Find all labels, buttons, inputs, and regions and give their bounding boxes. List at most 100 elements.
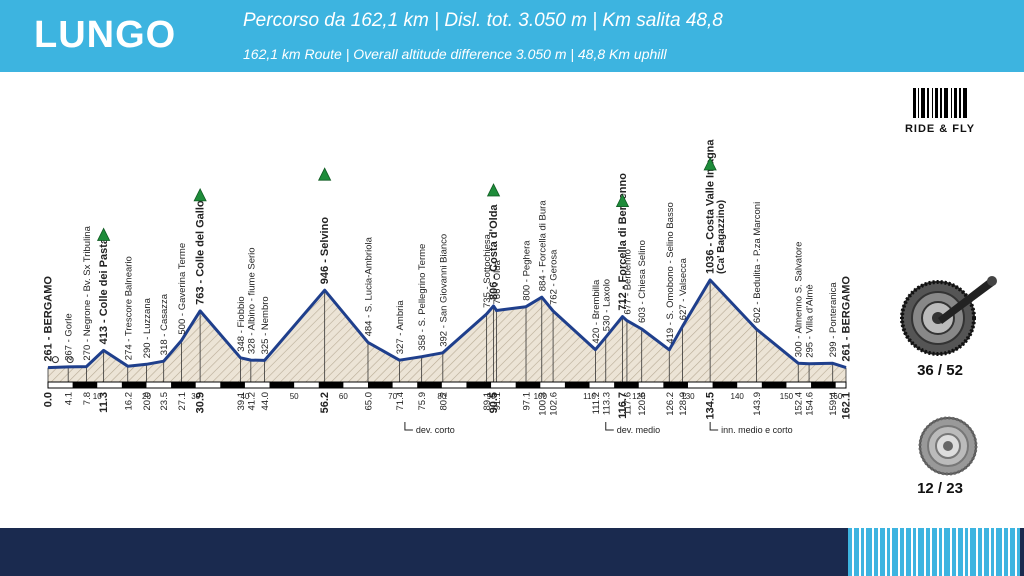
- km-scale-segment: [663, 382, 688, 388]
- waypoint-sublabel: (Ca' Bagazzino): [716, 200, 727, 274]
- waypoint-label: 530 - Laxolo: [601, 279, 612, 331]
- waypoint-label: 762 - Gerosa: [549, 249, 560, 305]
- x-tick-label: 80: [437, 392, 446, 401]
- x-tick-label: 70: [388, 392, 397, 401]
- climb-marker-icon: [486, 183, 501, 197]
- waypoint-km-label: 113.3: [601, 392, 612, 415]
- footer-stripes: [848, 528, 1024, 576]
- waypoint-km-label: 11.3: [98, 392, 110, 413]
- km-scale-segment: [761, 382, 787, 388]
- waypoint-km-label: 0.0: [43, 392, 55, 407]
- waypoint-label: 806 - Costa d'Olda: [488, 204, 500, 300]
- cassette-label: 12 / 23: [917, 480, 963, 497]
- route-title: LUNGO: [34, 14, 177, 56]
- waypoint-label: 274 - Trescore Balneario: [123, 256, 134, 360]
- waypoint-label: 766 - Olda: [492, 259, 503, 304]
- waypoint-km-label: 128.9: [678, 392, 689, 416]
- x-tick-label: 30: [191, 392, 200, 401]
- x-tick-label: 120: [632, 392, 646, 401]
- profile-line: [47, 278, 847, 370]
- waypoint-label: 358 - S. Pellegrino Terme: [417, 244, 428, 351]
- waypoint-label: 627 - Valsecca: [678, 257, 689, 320]
- waypoint-label: 677 - Berbenno: [622, 249, 633, 315]
- waypoint-km-label: 143.9: [752, 392, 763, 416]
- profile-area: [48, 280, 846, 382]
- waypoint-label: 295 - Villa d'Almè: [805, 284, 816, 357]
- km-scale-segment: [811, 382, 836, 388]
- km-scale-segment: [367, 382, 393, 388]
- waypoint-km-label: 111.2: [591, 392, 602, 414]
- waypoint-label: 602 - Bedulita - P.za Marconi: [752, 202, 763, 323]
- waypoint-km-label: 154.6: [805, 392, 816, 416]
- km-scale-segment: [564, 382, 590, 388]
- waypoint-label: 325 - Nembro: [260, 296, 271, 354]
- km-scale-segment: [121, 382, 147, 388]
- waypoint-km-label: 65.0: [364, 392, 375, 411]
- climb-marker-icon: [193, 187, 207, 202]
- waypoint-label: 763 - Colle del Gallo: [195, 200, 207, 305]
- waypoint-label: 946 - Selvino: [319, 217, 331, 285]
- waypoint-km-label: 97.1: [522, 392, 533, 411]
- waypoint-km-label: 16.2: [123, 392, 134, 411]
- bike-icon-wheel: [51, 356, 59, 364]
- waypoint-km-label: 27.1: [177, 392, 188, 411]
- waypoint-label: 270 - Negrone - Bv. Sx Tribulina: [82, 225, 93, 360]
- waypoint-km-label: 126.2: [665, 392, 676, 416]
- waypoint-km-label: 39.1: [236, 392, 247, 411]
- waypoint-km-label: 90.5: [488, 392, 500, 413]
- waypoint-label: 1036 - Costa Valle Imagna: [705, 139, 717, 274]
- waypoint-km-label: 134.5: [705, 392, 717, 420]
- climb-marker-icon: [96, 227, 111, 241]
- waypoint-label: 712 - Forcella di Berbenno: [617, 173, 629, 311]
- waypoint-km-label: 91.1: [492, 392, 503, 411]
- x-tick-label: 60: [339, 392, 348, 401]
- waypoint-label: 290 - Luzzana: [142, 297, 153, 358]
- waypoint-km-label: 75.9: [417, 392, 428, 411]
- waypoint-km-label: 152.4: [794, 392, 805, 416]
- waypoint-label: 603 - Chiesa Selino: [637, 240, 648, 323]
- km-scale-segment: [515, 382, 541, 388]
- elevation-profile-chart: 10 20 30 40 50 60 70 80 90 100 110 120 130 140 150 160 0…: [43, 139, 853, 435]
- km-scale-segment: [220, 382, 245, 388]
- x-tick-label: 110: [583, 392, 596, 401]
- brand-label: RIDE & FLY: [904, 123, 976, 135]
- deviation-label: dev. corto: [416, 425, 455, 435]
- x-tick-label: 150: [780, 392, 794, 401]
- waypoint-label: 300 - Almenno S. Salvatore: [794, 242, 805, 358]
- waypoint-label: 328 - Albino - fiume Serio: [246, 247, 257, 354]
- bike-icon-wheel: [66, 356, 74, 364]
- waypoint-label: 413 - Colle dei Pasta: [98, 237, 110, 344]
- chainring-label: 36 / 52: [917, 362, 963, 379]
- km-scale-bar: [47, 381, 847, 389]
- deviation-arrow-icon: [709, 422, 719, 431]
- waypoint-label: 267 - Gorle: [64, 313, 75, 361]
- deviation-arrow-icon: [404, 422, 413, 431]
- km-scale-segment: [614, 382, 639, 388]
- x-tick-label: 50: [290, 392, 299, 401]
- waypoint-km-label: 4.1: [64, 392, 75, 405]
- cassette-icon: [918, 416, 978, 476]
- waypoint-label: 419 - S. Omobono - Selino Basso: [665, 202, 676, 344]
- waypoint-label: 392 - San Giovanni Bianco: [438, 234, 449, 347]
- waypoint-km-label: 80.2: [438, 392, 449, 411]
- x-tick-label: 90: [487, 392, 496, 401]
- deviation-label: inn. medio e corto: [721, 425, 793, 435]
- waypoint-km-label: 120.6: [637, 392, 648, 416]
- x-tick-label: 140: [731, 392, 745, 401]
- climb-marker-icon: [318, 167, 332, 181]
- km-scale-segment: [171, 382, 196, 388]
- waypoint-km-label: 23.5: [159, 392, 170, 411]
- waypoint-km-label: 56.2: [319, 392, 331, 413]
- waypoint-km-label: 20.0: [142, 392, 153, 411]
- route-stats-english: 162,1 km Route | Overall altitude differ…: [243, 46, 667, 62]
- km-scale-segment: [712, 382, 738, 388]
- deviation-arrow-icon: [605, 422, 614, 431]
- waypoint-label: 327 - Ambria: [395, 300, 406, 355]
- waypoint-label: 800 - Peghera: [522, 240, 533, 301]
- waypoint-km-label: 71.4: [395, 392, 406, 411]
- climb-marker-icon: [703, 157, 717, 171]
- km-scale-segment: [72, 382, 98, 388]
- waypoint-label: 484 - S. Lucia-Ambriola: [364, 236, 375, 336]
- waypoint-km-label: 102.6: [549, 392, 560, 416]
- waypoint-label: 318 - Casazza: [159, 293, 170, 355]
